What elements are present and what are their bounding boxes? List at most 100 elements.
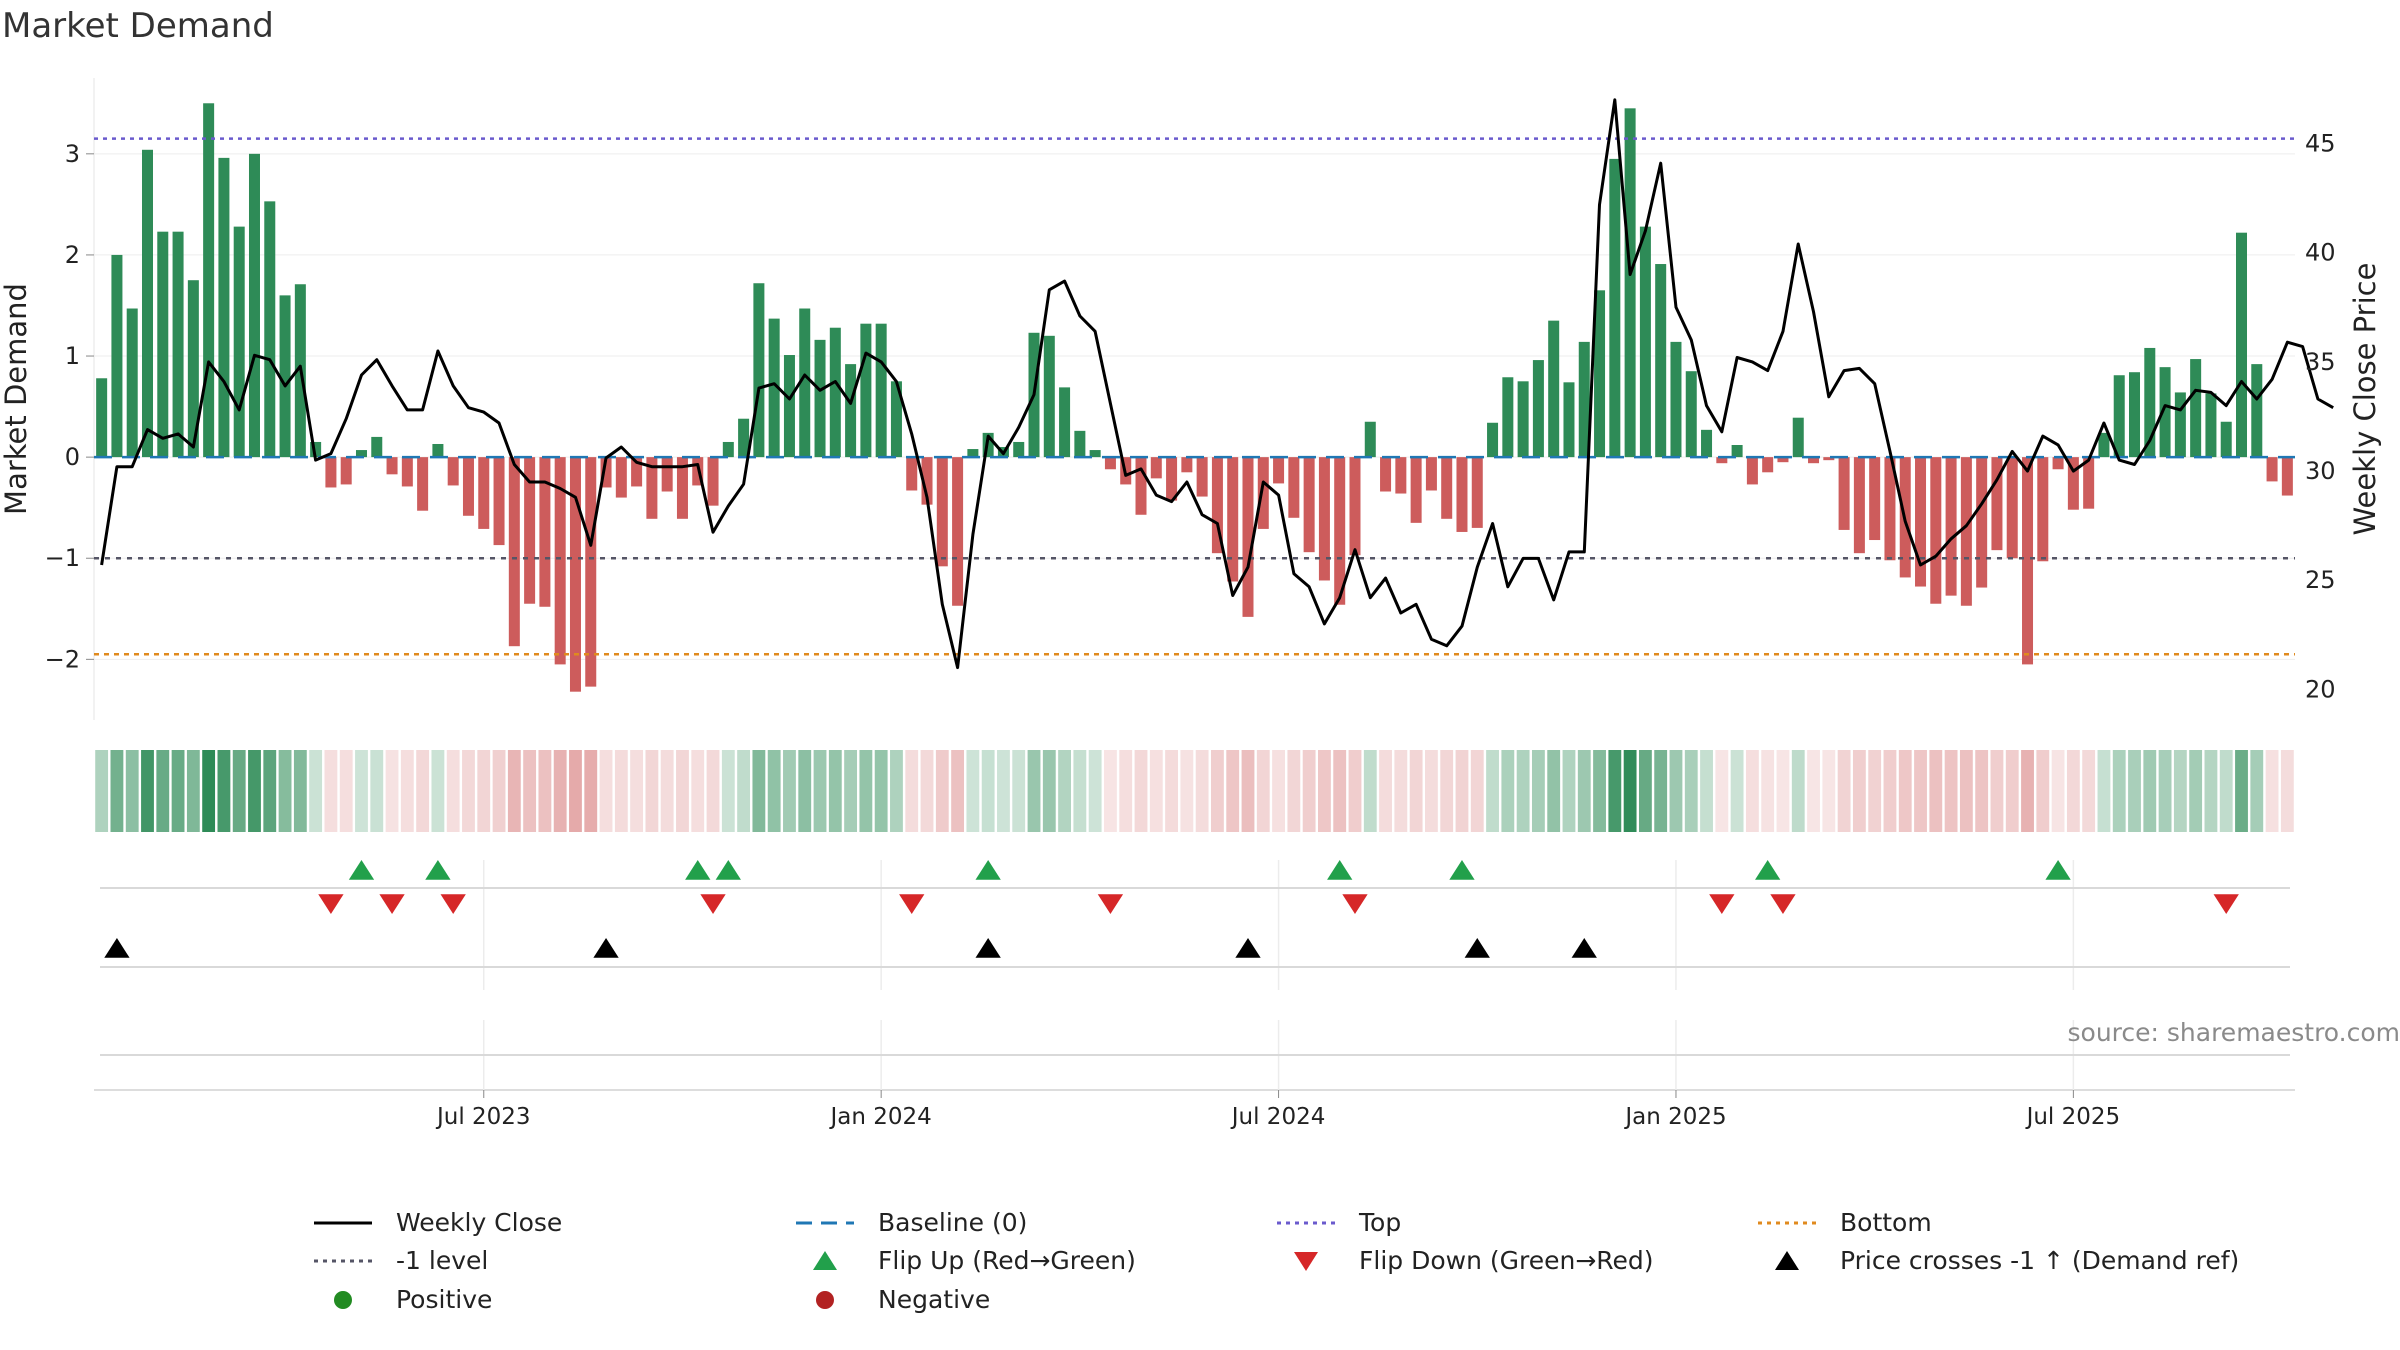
- y-tick-label: 3: [65, 140, 80, 168]
- demand-bar: [2037, 457, 2049, 562]
- demand-bar: [2006, 457, 2018, 559]
- demand-bar: [1456, 457, 1468, 532]
- heat-cell: [293, 750, 307, 832]
- legend-item: Top: [1275, 1208, 1401, 1237]
- heat-cell: [1088, 750, 1102, 832]
- heat-cell: [935, 750, 949, 832]
- demand-bar: [1532, 360, 1544, 458]
- demand-bar: [172, 231, 184, 458]
- legend-symbol-icon: [816, 1290, 834, 1309]
- demand-bar: [783, 355, 795, 458]
- heat-cell: [828, 750, 842, 832]
- demand-bar: [814, 339, 826, 458]
- heat-cell: [2158, 750, 2172, 832]
- flip-down-marker: [1097, 894, 1124, 914]
- flip-up-marker: [2045, 860, 2071, 880]
- demand-bar: [1425, 457, 1437, 491]
- legend-item: Baseline (0): [794, 1208, 1027, 1237]
- weekly-close-line: [100, 98, 2334, 670]
- demand-bar: [1043, 335, 1055, 458]
- price-cross-marker: [1571, 938, 1597, 958]
- heat-cell: [232, 750, 246, 832]
- demand-bar: [96, 378, 108, 458]
- heat-cell: [920, 750, 934, 832]
- heat-cell: [1745, 750, 1759, 832]
- heat-cell: [2280, 750, 2294, 832]
- heat-cell: [1042, 750, 1056, 832]
- flip-up-marker: [1449, 860, 1475, 880]
- demand-bar: [1991, 457, 2003, 551]
- heat-cell: [890, 750, 903, 832]
- demand-bar: [1716, 457, 1728, 464]
- demand-bar: [1869, 457, 1881, 541]
- heat-cell: [1379, 750, 1392, 832]
- heat-cell: [1165, 750, 1178, 832]
- heat-cell: [416, 750, 430, 832]
- heat-cell: [1562, 750, 1576, 832]
- heat-cell: [1394, 750, 1408, 832]
- demand-bar: [1853, 457, 1865, 554]
- heat-cell: [630, 750, 644, 832]
- demand-bar: [1288, 457, 1300, 518]
- demand-bar: [2236, 232, 2248, 458]
- demand-bar: [722, 441, 734, 458]
- heat-cell: [2036, 750, 2050, 832]
- flip-down-marker: [1342, 894, 1368, 914]
- demand-bar: [875, 323, 887, 458]
- y-tick-label: 2: [65, 241, 80, 269]
- heat-cell: [1776, 750, 1790, 832]
- demand-bar: [1731, 445, 1743, 458]
- demand-bar: [1838, 457, 1850, 530]
- heat-cell: [1211, 750, 1224, 832]
- flip-up-marker: [1755, 860, 1781, 880]
- legend-item: Positive: [312, 1285, 492, 1314]
- demand-bar: [569, 457, 581, 692]
- heat-cell: [752, 750, 766, 832]
- flip-down-marker: [1770, 894, 1796, 914]
- demand-bar: [1257, 457, 1269, 529]
- heat-cell: [462, 750, 475, 832]
- demand-bar: [1762, 457, 1774, 473]
- heat-cell: [813, 750, 827, 832]
- price-cross-marker: [1235, 938, 1261, 958]
- y-tick-label: −1: [45, 544, 80, 572]
- demand-bar: [1578, 341, 1590, 458]
- demand-bar: [1792, 417, 1804, 458]
- heat-cell: [1898, 750, 1912, 832]
- heat-cell: [1975, 750, 1989, 832]
- source-credit: source: sharemaestro.com: [2067, 1018, 2400, 1047]
- demand-bar: [1059, 387, 1071, 458]
- demand-bar: [1334, 457, 1346, 605]
- legend-symbol-icon: [1758, 1221, 1816, 1224]
- heat-cell: [263, 750, 277, 832]
- heat-cell: [859, 750, 873, 832]
- y2-axis-title: Weekly Close Price: [2348, 263, 2382, 536]
- heat-cell: [553, 750, 567, 832]
- heat-cell: [737, 750, 751, 832]
- heat-cell: [1547, 750, 1561, 832]
- heat-cell: [1363, 750, 1377, 832]
- demand-bar: [417, 457, 429, 511]
- heat-cell: [1272, 750, 1285, 832]
- heat-cell: [125, 750, 139, 832]
- heat-cell: [1119, 750, 1133, 832]
- y-axis-title: Market Demand: [0, 283, 33, 515]
- demand-bar: [1685, 371, 1697, 458]
- demand-bar: [1273, 457, 1285, 484]
- legend-symbol-icon: [1294, 1251, 1318, 1271]
- demand-bar: [1166, 457, 1178, 501]
- demand-bar: [1823, 457, 1835, 461]
- legend-label: Negative: [878, 1285, 991, 1314]
- heat-cell: [2021, 750, 2034, 832]
- heat-cell: [1669, 750, 1683, 832]
- heat-cell: [1577, 750, 1591, 832]
- demand-bar: [2113, 375, 2125, 458]
- heat-cell: [1761, 750, 1775, 832]
- heat-cell: [1195, 750, 1209, 832]
- legend-label: Flip Up (Red→Green): [878, 1246, 1136, 1275]
- demand-bar: [539, 457, 551, 607]
- heat-cell: [507, 750, 521, 832]
- heat-cell: [569, 750, 582, 832]
- demand-bar: [1303, 457, 1315, 553]
- flip-up-marker: [1327, 860, 1353, 880]
